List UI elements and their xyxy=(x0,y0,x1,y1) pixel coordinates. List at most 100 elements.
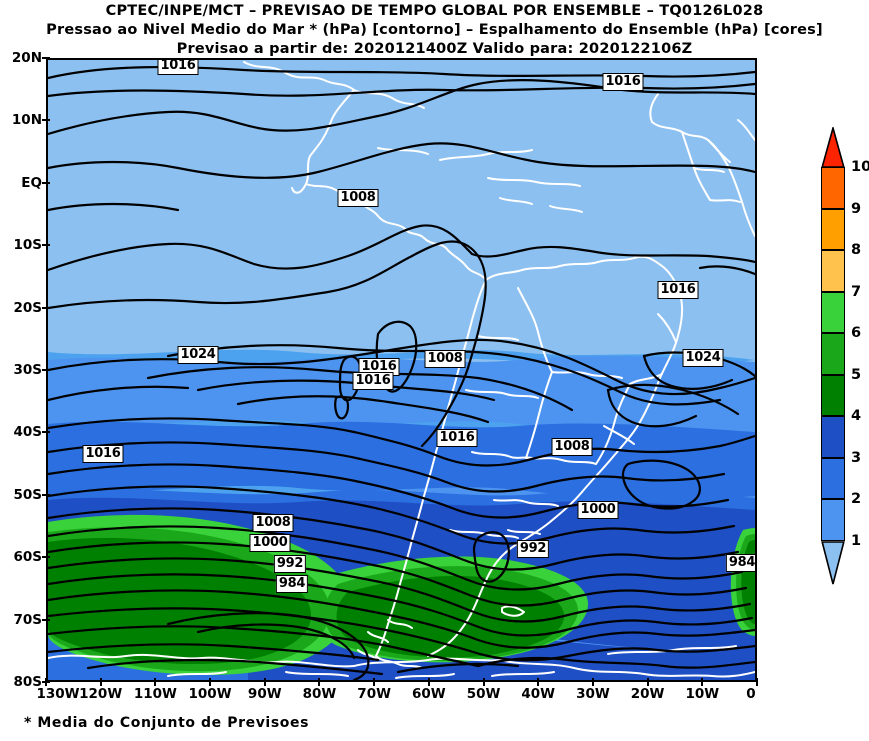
forecast-validity-label: Previsao a partir de: 2020121400Z Valido… xyxy=(176,41,693,57)
y-tick-mark xyxy=(42,119,50,122)
colorbar-swatch xyxy=(821,208,845,250)
x-tick-label: 110W xyxy=(133,686,177,702)
x-tick-label: 60W xyxy=(412,686,446,702)
contour-label: 984 xyxy=(725,554,755,572)
y-tick-label: 20S xyxy=(13,299,42,316)
y-tick-mark xyxy=(42,306,50,309)
x-tick-mark xyxy=(482,678,485,686)
y-tick-label: EQ xyxy=(21,174,42,191)
contour-label: 1008 xyxy=(252,514,294,532)
y-tick-mark xyxy=(42,618,50,621)
x-tick-mark xyxy=(701,678,704,686)
x-tick-label: 100W xyxy=(188,686,232,702)
contour-label: 1016 xyxy=(358,358,400,376)
colorbar-swatch xyxy=(821,250,845,292)
x-tick-label: 50W xyxy=(466,686,501,702)
x-tick-mark xyxy=(99,678,102,686)
x-tick-label: 40W xyxy=(521,686,556,702)
x-tick-mark xyxy=(263,678,266,686)
page-title: CPTEC/INPE/MCT – PREVISAO DE TEMPO GLOBA… xyxy=(105,3,764,19)
x-tick-mark xyxy=(591,678,594,686)
contour-label: 992 xyxy=(516,540,550,558)
contour-label: 1016 xyxy=(602,73,644,91)
contour-label: 1000 xyxy=(249,534,291,552)
y-tick-mark xyxy=(42,369,50,371)
x-tick-label: 0 xyxy=(746,686,756,702)
x-tick-mark xyxy=(154,678,157,686)
y-tick-mark xyxy=(42,431,50,434)
y-tick-label: 50S xyxy=(13,486,42,503)
contour-label: 1008 xyxy=(551,438,593,456)
colorbar-tick-label: 10 xyxy=(851,159,869,175)
x-tick-label: 80W xyxy=(302,686,337,702)
chart-title-block: CPTEC/INPE/MCT – PREVISAO DE TEMPO GLOBA… xyxy=(0,0,869,57)
y-tick-label: 20N xyxy=(11,50,42,66)
colorbar-tick-label: 8 xyxy=(851,242,862,258)
spread-shading-green-dark xyxy=(48,537,755,665)
contour-label: 1016 xyxy=(352,372,394,390)
colorbar-swatch xyxy=(821,333,845,375)
y-tick-mark xyxy=(42,181,50,184)
x-axis: 130W 120W 110W 100W 90W 80W 70W 60W 50W 40W 30W 20W… xyxy=(36,678,758,706)
contour-label: 1024 xyxy=(682,349,724,367)
contour-label: 1016 xyxy=(82,445,124,463)
x-tick-mark xyxy=(373,678,376,686)
contour-label: 1016 xyxy=(157,60,199,75)
colorbar-tick-label: 9 xyxy=(851,200,862,217)
contour-label: 1008 xyxy=(337,189,379,207)
colorbar-swatch xyxy=(821,167,845,209)
contour-label: 992 xyxy=(273,555,307,573)
colorbar-swatch xyxy=(821,457,845,499)
colorbar-tick-label: 4 xyxy=(851,408,862,424)
x-tick-mark xyxy=(427,678,430,686)
colorbar-tick-label: 6 xyxy=(851,325,862,341)
x-tick-label: 130W xyxy=(36,686,80,702)
x-tick-mark xyxy=(756,678,758,686)
colorbar-arrow-top xyxy=(821,125,845,168)
colorbar-tick-label: 7 xyxy=(851,283,862,300)
colorbar[interactable]: 1 2 3 4 5 6 7 8 9 10 xyxy=(821,125,869,625)
x-tick-mark xyxy=(209,678,212,686)
contour-label: 1016 xyxy=(657,281,699,299)
colorbar-tick-label: 5 xyxy=(851,366,862,383)
y-tick-label: 60S xyxy=(13,549,42,566)
x-tick-mark xyxy=(537,678,540,686)
map-canvas xyxy=(48,60,755,680)
x-tick-label: 10W xyxy=(685,686,720,702)
y-tick-mark xyxy=(42,556,50,559)
colorbar-swatch xyxy=(821,374,845,416)
chart-subtitle: Pressao ao Nivel Medio do Mar * (hPa) [c… xyxy=(46,22,823,38)
x-tick-label: 70W xyxy=(357,686,391,702)
contour-label: 984 xyxy=(275,575,309,593)
colorbar-tick-label: 2 xyxy=(851,491,862,507)
y-tick-label: 10N xyxy=(11,112,42,129)
footnote: * Media do Conjunto de Previsoes xyxy=(24,715,310,731)
colorbar-swatch xyxy=(821,291,845,333)
y-tick-label: 40S xyxy=(13,424,42,441)
x-tick-label: 20W xyxy=(630,686,665,702)
contour-label: 1000 xyxy=(577,501,619,519)
map-plot-area: 1016 1016 1008 1016 1024 1024 1008 1016 … xyxy=(46,58,757,682)
colorbar-swatch xyxy=(821,499,845,541)
contour-label: 1008 xyxy=(424,350,466,368)
x-tick-mark xyxy=(318,678,321,686)
y-tick-label: 10S xyxy=(13,237,42,254)
y-axis: 20N 10N EQ 10S 20S 30S 40S 50S 60S 70S 80S xyxy=(0,50,50,690)
x-tick-label: 120W xyxy=(79,686,123,702)
y-tick-mark xyxy=(42,57,50,59)
y-tick-label: 80S xyxy=(13,674,42,690)
colorbar-tick-label: 1 xyxy=(851,532,862,549)
x-tick-mark xyxy=(646,678,649,686)
colorbar-tick-label: 3 xyxy=(851,449,862,466)
x-tick-label: 90W xyxy=(247,686,282,702)
colorbar-arrow-bottom xyxy=(821,540,845,585)
contour-label: 1024 xyxy=(177,346,219,364)
y-tick-mark xyxy=(42,493,50,496)
x-tick-label: 30W xyxy=(576,686,610,702)
y-tick-mark xyxy=(42,244,50,247)
mslp-contours xyxy=(48,65,755,680)
x-tick-mark xyxy=(45,678,47,686)
y-tick-label: 30S xyxy=(13,362,42,378)
y-tick-label: 70S xyxy=(13,611,42,628)
contour-label: 1016 xyxy=(436,429,478,447)
